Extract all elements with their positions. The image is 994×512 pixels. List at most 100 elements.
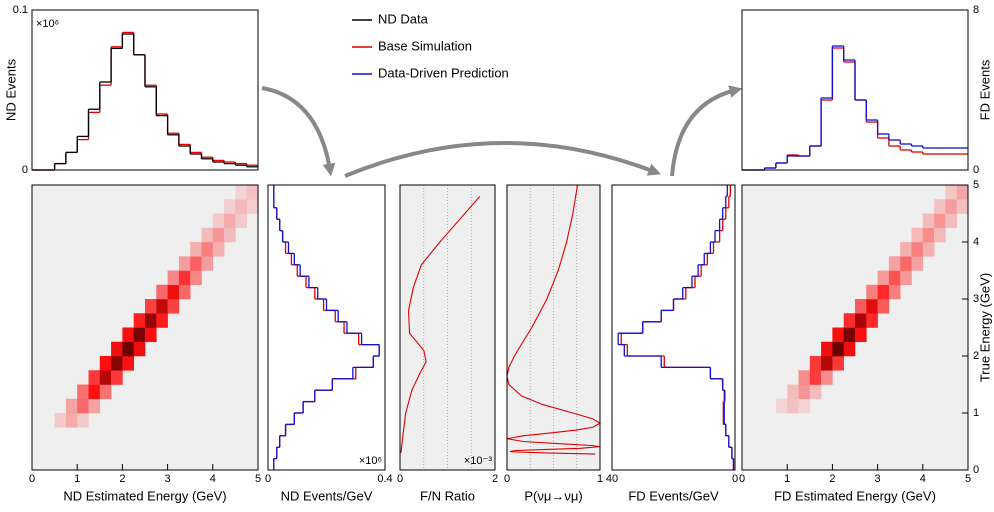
plot-frame [267, 184, 386, 471]
heat-cell [843, 313, 856, 328]
plot-frame [741, 184, 969, 471]
x-tick-label: 0 [504, 473, 510, 485]
plot-frame [741, 9, 969, 171]
plot-background [268, 185, 385, 470]
heat-cell [190, 256, 202, 271]
heat-cell [945, 199, 957, 214]
heat-cell [145, 313, 157, 328]
heat-cell [956, 185, 969, 200]
plot-frame [611, 184, 736, 471]
heat-cell [855, 313, 867, 328]
heat-cell [88, 370, 101, 385]
y-axis-title: FD Events [977, 59, 992, 120]
y-tick-label: 0 [973, 164, 979, 176]
heat-cell [77, 398, 89, 414]
x-tick-label: 0 [397, 473, 403, 485]
heat-cell [246, 199, 259, 214]
plot-frame [31, 9, 259, 171]
heat-cell [111, 341, 123, 357]
heat-cell [65, 413, 78, 428]
heat-cell [133, 327, 146, 343]
x-tick-label: 1 [784, 473, 790, 485]
heat-cell [787, 384, 799, 400]
y-tick-label: 5 [973, 179, 979, 191]
heat-cell [911, 227, 924, 243]
x-tick-label: 5 [255, 473, 261, 485]
heat-cell [934, 199, 946, 214]
x-tick-label: 2 [119, 473, 125, 485]
heat-cell [88, 398, 101, 414]
plot-frame [506, 184, 601, 471]
heat-cell [156, 299, 168, 314]
axis-multiplier: ×10⁶ [359, 455, 382, 467]
heat-cell [212, 213, 225, 229]
legend-label: Data-Driven Prediction [378, 65, 509, 80]
heat-cell [156, 284, 168, 300]
heat-cell [88, 384, 101, 400]
heat-cell [99, 356, 112, 371]
heat-cell [922, 227, 935, 243]
y-tick-label: 0.1 [13, 4, 28, 16]
heat-cell [787, 398, 799, 414]
y-tick-label: 1 [973, 407, 979, 419]
flow-arrow [261, 86, 336, 177]
plot-background [612, 185, 735, 470]
heat-cell [809, 356, 822, 371]
heat-cell [224, 227, 236, 243]
heat-cell [855, 299, 867, 314]
x-tick-label: 1 [74, 473, 80, 485]
heat-cell [934, 227, 946, 243]
x-tick-label: 3 [875, 473, 881, 485]
x-tick-label: 2 [829, 473, 835, 485]
heat-cell [190, 270, 202, 286]
x-tick-label: 0 [739, 473, 745, 485]
x-tick-label: 0 [732, 473, 738, 485]
heat-cell [900, 242, 912, 257]
heat-cell [877, 284, 890, 300]
heat-cell [235, 199, 247, 214]
heat-cell [212, 227, 225, 243]
heat-cell [855, 327, 867, 343]
plot-frame [31, 184, 259, 471]
heat-cell [866, 299, 878, 314]
heat-cell [843, 327, 856, 343]
heat-cell [224, 213, 236, 229]
heat-cell [934, 213, 946, 229]
heat-cell [111, 370, 123, 385]
heat-cell [111, 356, 123, 371]
heat-cell [235, 185, 247, 200]
heat-cell [190, 242, 202, 257]
heat-cell [911, 256, 924, 271]
heat-cell [866, 284, 878, 300]
plot-background [32, 10, 258, 170]
axis-multiplier: ×10⁶ [36, 18, 59, 30]
heat-cell [54, 413, 67, 428]
x-tick-label: 2 [492, 473, 498, 485]
y-tick-label: 4 [973, 236, 979, 248]
heat-cell [201, 256, 214, 271]
y-tick-label: 3 [973, 293, 979, 305]
heat-cell [65, 398, 78, 414]
heat-cell [246, 185, 259, 200]
heat-cell [821, 356, 833, 371]
heat-cell [832, 327, 844, 343]
heat-cell [99, 370, 112, 385]
heat-cell [900, 256, 912, 271]
heat-cell [945, 185, 957, 200]
heat-cell [809, 384, 822, 400]
x-axis-title: P(νμ→νμ) [524, 488, 582, 503]
heat-cell [145, 299, 157, 314]
heat-cell [122, 341, 134, 357]
x-tick-label: 0 [265, 473, 271, 485]
heat-cell [77, 413, 89, 428]
x-tick-label: 5 [965, 473, 971, 485]
legend-label: Base Simulation [378, 38, 472, 53]
heat-cell [178, 284, 191, 300]
heat-cell [133, 313, 146, 328]
axis-multiplier: ×10⁻³ [464, 455, 492, 467]
heat-cell [775, 398, 788, 414]
heat-cell [167, 299, 180, 314]
heat-cell [167, 284, 180, 300]
x-tick-label: 3 [165, 473, 171, 485]
